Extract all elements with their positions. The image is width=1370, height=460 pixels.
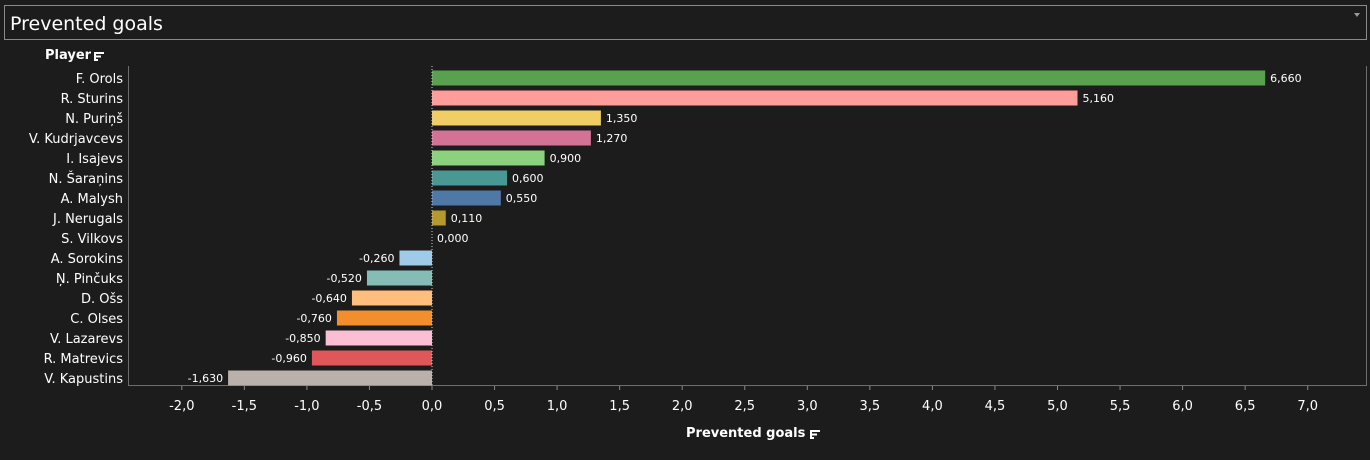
bar[interactable]: [336, 310, 432, 326]
chevron-down-icon[interactable]: [1354, 13, 1360, 17]
bar[interactable]: [228, 370, 432, 386]
category-label: A. Malysh: [61, 192, 123, 207]
category-label: I. Isajevs: [66, 152, 123, 167]
bar[interactable]: [366, 270, 432, 286]
bar[interactable]: [432, 170, 508, 186]
x-tick-label: 0,5: [484, 399, 505, 414]
category-label: J. Nerugals: [52, 212, 123, 227]
x-tick-label: -0,5: [357, 399, 382, 414]
x-tick-label: 7,0: [1297, 399, 1318, 414]
category-label: N. Šaraņins: [49, 171, 124, 187]
x-tick-label: 0,0: [422, 399, 443, 414]
x-tick-label: 3,0: [797, 399, 818, 414]
bar[interactable]: [432, 150, 545, 166]
bar[interactable]: [432, 90, 1078, 106]
bar[interactable]: [432, 70, 1266, 86]
category-label: S. Vilkovs: [61, 232, 123, 247]
x-tick-label: 2,5: [734, 399, 755, 414]
category-label: V. Kudrjavcevs: [29, 132, 123, 147]
category-label: V. Kapustins: [44, 372, 123, 387]
bar[interactable]: [325, 330, 432, 346]
category-label: D. Ošs: [81, 292, 123, 307]
x-tick-label: -2,0: [169, 399, 194, 414]
data-label: -0,260: [359, 252, 394, 265]
player-header-label: Player: [45, 48, 92, 63]
bar[interactable]: [432, 130, 591, 146]
category-label: A. Sorokins: [51, 252, 124, 267]
x-tick-label: 4,5: [985, 399, 1006, 414]
data-label: 6,660: [1270, 72, 1302, 85]
x-axis-label: Prevented goals: [686, 426, 806, 441]
data-label: 1,350: [606, 112, 638, 125]
sort-icon[interactable]: [94, 51, 105, 62]
title-dropdown[interactable]: Prevented goals: [4, 5, 1367, 40]
x-tick-label: 6,0: [1172, 399, 1193, 414]
data-label: -0,850: [285, 332, 320, 345]
data-label: 0,550: [506, 192, 538, 205]
data-label: 0,900: [550, 152, 582, 165]
sort-icon[interactable]: [810, 429, 821, 440]
data-label: 0,110: [451, 212, 483, 225]
x-tick-label: 5,5: [1110, 399, 1131, 414]
category-label: C. Olses: [70, 312, 123, 327]
data-label: -1,630: [188, 372, 223, 385]
category-label: V. Lazarevs: [50, 332, 123, 347]
data-label: -0,640: [311, 292, 346, 305]
bar-chart: F. Orols 6,660 R. Sturins 5,160 N. Puriņš 1,3…: [29, 66, 1318, 414]
bar[interactable]: [311, 350, 432, 366]
x-tick-label: 6,5: [1235, 399, 1256, 414]
data-label: 5,160: [1083, 92, 1115, 105]
bar[interactable]: [399, 250, 432, 266]
plot-frame: [128, 66, 1367, 386]
data-label: 1,270: [596, 132, 628, 145]
x-tick-label: 2,0: [672, 399, 693, 414]
bar[interactable]: [432, 190, 501, 206]
data-label: 0,000: [437, 232, 469, 245]
data-label: -0,960: [271, 352, 306, 365]
x-tick-label: -1,5: [232, 399, 257, 414]
x-tick-label: 3,5: [860, 399, 881, 414]
data-label: -0,760: [296, 312, 331, 325]
x-tick-label: 1,5: [609, 399, 630, 414]
bar[interactable]: [351, 290, 432, 306]
data-label: -0,520: [326, 272, 361, 285]
x-tick-label: 4,0: [922, 399, 943, 414]
x-tick-label: -1,0: [294, 399, 319, 414]
category-label: N. Puriņš: [65, 112, 123, 127]
x-axis-title[interactable]: Prevented goals: [686, 426, 821, 441]
page-title: Prevented goals: [10, 13, 163, 35]
bar[interactable]: [432, 210, 446, 226]
x-tick-label: 5,0: [1047, 399, 1068, 414]
category-label: Ņ. Pinčuks: [56, 272, 123, 287]
category-label: F. Orols: [76, 72, 124, 87]
x-tick-label: 1,0: [547, 399, 568, 414]
data-label: 0,600: [512, 172, 544, 185]
player-column-header[interactable]: Player: [45, 48, 105, 63]
category-label: R. Matrevics: [44, 352, 124, 367]
bar[interactable]: [432, 110, 601, 126]
category-label: R. Sturins: [61, 92, 124, 107]
